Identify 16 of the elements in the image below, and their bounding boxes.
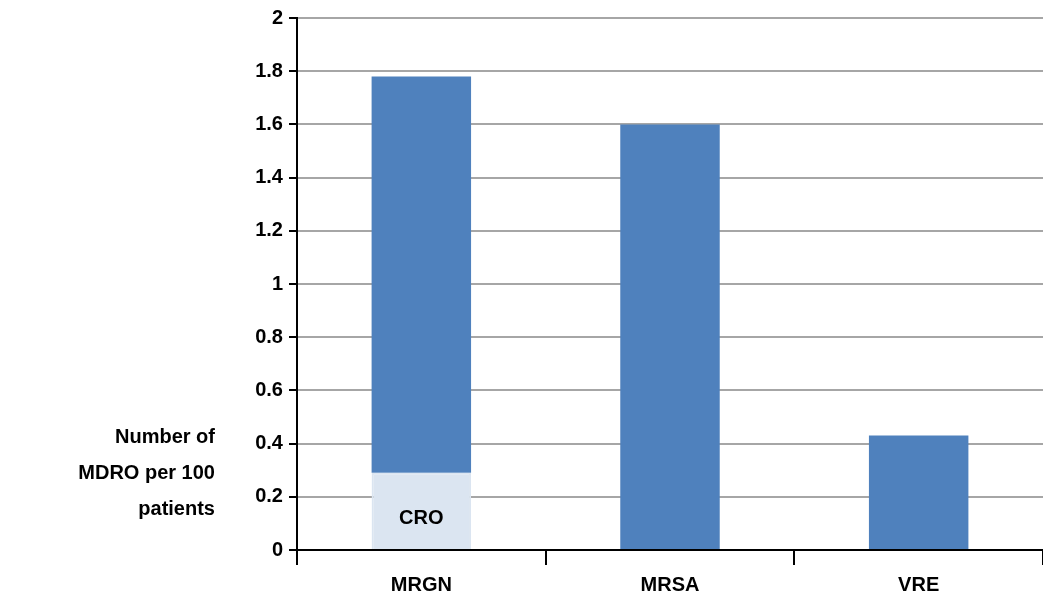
y-tick-label: 1.2 — [255, 218, 283, 241]
x-tick-label: MRSA — [640, 572, 700, 595]
y-tick-label: 0.8 — [255, 324, 283, 347]
y-tick-label: 1.8 — [255, 58, 283, 81]
y-tick-label: 0.4 — [255, 431, 284, 454]
y-tick-label: 1.6 — [255, 111, 283, 134]
y-tick-label: 0.6 — [255, 377, 283, 400]
y-axis-title: Number of MDRO per 100 patients — [77, 424, 215, 521]
y-tick-label: 0.2 — [255, 484, 283, 507]
y-tick-label: 0 — [271, 537, 283, 560]
x-tick-label: MRGN — [390, 572, 452, 595]
y-tick-label: 2 — [271, 5, 283, 28]
x-tick-label: VRE — [898, 572, 940, 595]
series-label: CRO — [399, 506, 444, 529]
y-tick-label: 1.4 — [255, 165, 284, 188]
y-tick-label: 1 — [271, 271, 283, 294]
